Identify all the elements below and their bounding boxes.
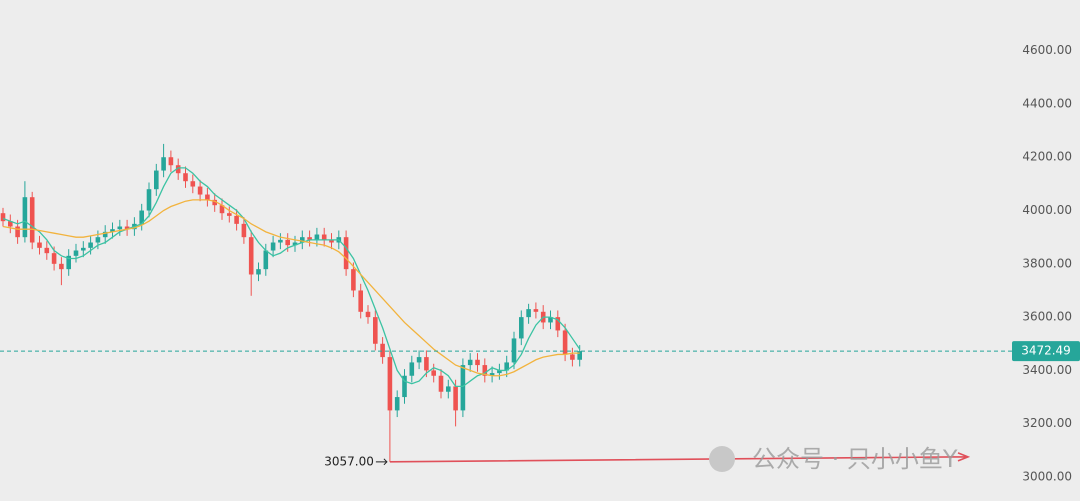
y-tick-label: 4200.00 [1022, 150, 1072, 164]
low-arrow [375, 458, 388, 466]
candle-body [380, 343, 385, 358]
candle-body [270, 242, 276, 251]
candle-body [300, 237, 305, 243]
candle-body [59, 263, 64, 270]
candle-body [102, 231, 108, 238]
candle-body [555, 317, 561, 331]
candle-body [219, 205, 225, 214]
moving-average-line [2, 199, 580, 377]
candle-body [22, 197, 28, 238]
candle-body [548, 317, 553, 323]
candle-body [212, 199, 217, 206]
candle-body [139, 210, 144, 224]
candle-body [475, 359, 480, 366]
price-label-box [1012, 341, 1080, 362]
candle-body [373, 317, 378, 344]
candle-body [110, 229, 115, 232]
candle-body [81, 247, 86, 251]
y-tick-label: 4400.00 [1022, 96, 1072, 110]
candle-body [183, 173, 188, 182]
candle-body [168, 157, 174, 166]
candle-body [329, 239, 334, 243]
candle-body [44, 247, 50, 254]
candle-body [161, 157, 166, 171]
candle-body [387, 357, 393, 411]
candle-body [241, 223, 247, 238]
candle-body [73, 250, 79, 256]
candle-body [402, 375, 407, 398]
candle-body [321, 234, 327, 240]
candle-body [175, 165, 181, 174]
candle-body [88, 242, 93, 248]
candle-body [278, 239, 283, 243]
candle-body [234, 215, 239, 224]
candle-body [8, 221, 13, 227]
watermark-icon [709, 446, 735, 472]
y-tick-label: 3600.00 [1022, 310, 1072, 324]
y-tick-label: 4600.00 [1022, 43, 1072, 57]
candle-body [285, 239, 290, 246]
candle-body [95, 237, 101, 243]
y-tick-label: 3000.00 [1022, 470, 1072, 484]
candle-body [197, 186, 203, 195]
y-tick-label: 3800.00 [1022, 256, 1072, 270]
candle-body [431, 370, 436, 376]
candle-body [460, 365, 466, 411]
candle-body [205, 194, 210, 200]
candle-body [343, 237, 349, 270]
candle-body [15, 226, 20, 238]
candle-body [351, 269, 356, 291]
candle-body [256, 269, 261, 275]
candle-body [227, 213, 232, 216]
candle-body [482, 365, 488, 376]
candle-body [51, 253, 57, 264]
candle-body [511, 338, 517, 363]
candle-body [446, 386, 451, 392]
candle-body [577, 351, 582, 360]
low-label: 3057.00 [324, 454, 374, 468]
candle-body [29, 197, 35, 243]
candle-body [504, 362, 509, 371]
candle-body [365, 311, 371, 318]
candle-body [66, 255, 71, 270]
moving-average-line [2, 167, 581, 388]
candle-body [154, 170, 159, 190]
candle-body [124, 226, 130, 230]
candle-body [467, 359, 473, 366]
candle-body [533, 309, 539, 312]
candle-body [248, 237, 254, 275]
candle-body [453, 386, 458, 411]
watermark: 公众号 · 只小小鱼Y [752, 445, 958, 473]
candle-body [37, 242, 42, 248]
candle-body [0, 213, 6, 222]
y-tick-label: 3200.00 [1022, 416, 1072, 430]
candle-body [358, 290, 363, 312]
candle-body [314, 234, 320, 240]
candle-body [519, 317, 524, 339]
candle-body [562, 330, 568, 355]
candle-body [146, 189, 152, 211]
candle-body [438, 375, 444, 392]
candle-body [570, 354, 575, 360]
candle-body [409, 362, 415, 376]
candle-body [489, 373, 495, 376]
price-label: 3472.49 [1021, 344, 1071, 358]
trend-arrow [389, 452, 971, 463]
candle-body [424, 357, 429, 371]
candle-body [292, 242, 298, 246]
candle-body [307, 237, 312, 240]
candle-body [190, 181, 196, 187]
candle-body [263, 250, 269, 270]
candle-body [416, 357, 422, 363]
candle-body [497, 370, 502, 374]
y-tick-label: 4000.00 [1022, 203, 1072, 217]
candle-body [117, 226, 123, 230]
candle-body [526, 309, 531, 318]
y-tick-label: 3400.00 [1022, 363, 1072, 377]
candle-body [394, 397, 400, 411]
